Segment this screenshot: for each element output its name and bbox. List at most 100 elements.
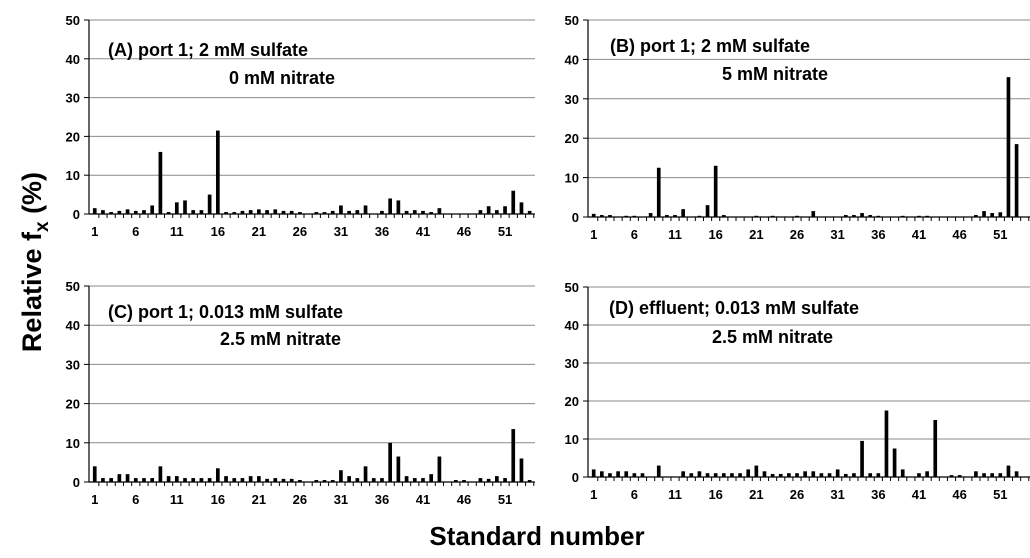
y-tick-label: 40	[565, 52, 579, 67]
bar	[527, 210, 532, 214]
x-tick-label: 31	[830, 227, 844, 242]
bar	[746, 469, 751, 477]
x-tick-label: 26	[293, 492, 307, 507]
bar	[150, 478, 155, 482]
bar	[183, 478, 187, 482]
bar	[795, 473, 799, 477]
bar	[982, 211, 986, 217]
bar	[150, 205, 155, 214]
bar	[689, 473, 694, 477]
x-tick-label: 11	[668, 227, 682, 242]
bar	[843, 473, 848, 477]
bar	[478, 210, 483, 214]
bar	[803, 471, 807, 477]
bar	[265, 210, 269, 214]
bar	[860, 213, 864, 217]
bar	[174, 202, 179, 214]
bar	[421, 210, 425, 214]
x-tick-label: 51	[993, 227, 1007, 242]
x-tick-label: 41	[912, 227, 926, 242]
bar	[787, 473, 791, 477]
bar	[990, 213, 995, 217]
bar	[273, 478, 278, 482]
y-tick-label: 0	[572, 210, 579, 225]
bar	[257, 476, 261, 482]
bar	[917, 473, 921, 477]
bar	[330, 210, 335, 214]
bar	[166, 212, 171, 214]
y-tick-label: 50	[66, 13, 80, 28]
bar	[199, 478, 204, 482]
bar	[852, 215, 856, 217]
bar	[697, 471, 702, 477]
bar	[92, 208, 97, 214]
bar	[363, 466, 368, 482]
bar	[396, 200, 401, 214]
bar	[142, 210, 146, 214]
y-tick-label: 20	[66, 129, 80, 144]
bar	[486, 478, 491, 482]
bar	[503, 478, 507, 482]
panel-subtitle: 5 mM nitrate	[722, 64, 828, 84]
bar	[519, 458, 524, 482]
bar	[494, 476, 499, 482]
y-tick-label: 0	[572, 470, 579, 485]
x-tick-label: 21	[749, 487, 763, 502]
bar	[998, 473, 1003, 477]
x-tick-label: 1	[91, 492, 98, 507]
y-tick-label: 0	[73, 475, 80, 490]
x-tick-label: 46	[457, 224, 471, 239]
bar	[314, 480, 319, 482]
x-tick-label: 16	[211, 492, 225, 507]
bar	[207, 194, 212, 214]
bar	[640, 473, 645, 477]
bar	[125, 209, 130, 214]
bar	[770, 215, 775, 217]
x-tick-label: 11	[668, 487, 682, 502]
x-tick-label: 36	[375, 224, 389, 239]
bar	[101, 210, 105, 214]
bar	[158, 466, 163, 482]
bar	[371, 478, 376, 482]
bar	[289, 210, 294, 214]
bar	[224, 212, 228, 214]
y-tick-label: 40	[66, 52, 80, 67]
bar	[330, 480, 335, 482]
bar	[738, 473, 742, 477]
bar	[412, 478, 417, 482]
bar	[117, 474, 122, 482]
x-tick-label: 26	[790, 487, 804, 502]
panel-title: (A) port 1; 2 mM sulfate	[108, 40, 308, 60]
x-tick-label: 31	[830, 487, 844, 502]
bar	[503, 206, 507, 214]
x-tick-label: 26	[790, 227, 804, 242]
x-tick-label: 46	[457, 492, 471, 507]
bar	[109, 212, 114, 214]
x-tick-label: 6	[132, 224, 139, 239]
bar	[754, 215, 759, 217]
x-tick-label: 21	[252, 492, 266, 507]
bar	[811, 211, 816, 217]
y-tick-label: 30	[565, 356, 579, 371]
bar	[166, 476, 171, 482]
y-tick-label: 10	[66, 168, 80, 183]
bar	[713, 473, 718, 477]
bar	[158, 151, 163, 214]
bar	[314, 212, 319, 214]
bar	[240, 478, 245, 482]
bar	[778, 473, 783, 477]
bar	[101, 478, 105, 482]
y-tick-label: 40	[66, 318, 80, 333]
bar	[142, 478, 146, 482]
panel-title: (C) port 1; 0.013 mM sulfate	[108, 302, 343, 322]
bar	[207, 478, 212, 482]
bar	[819, 473, 824, 477]
bar	[109, 478, 114, 482]
x-tick-label: 36	[871, 227, 885, 242]
bar	[215, 130, 220, 214]
y-tick-label: 30	[66, 357, 80, 372]
bar	[215, 468, 220, 482]
bar	[191, 478, 196, 482]
bar	[117, 210, 122, 214]
